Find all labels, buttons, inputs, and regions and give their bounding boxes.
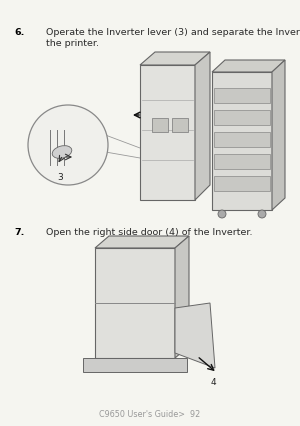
Text: 4: 4	[211, 378, 217, 387]
Polygon shape	[175, 303, 215, 368]
Polygon shape	[272, 60, 285, 210]
Polygon shape	[175, 236, 189, 358]
Circle shape	[28, 105, 108, 185]
Text: Operate the Inverter lever (3) and separate the Inverter from: Operate the Inverter lever (3) and separ…	[46, 28, 300, 37]
Polygon shape	[95, 236, 189, 248]
Text: the printer.: the printer.	[46, 39, 99, 48]
Polygon shape	[195, 52, 210, 200]
Text: 3: 3	[57, 173, 63, 182]
FancyBboxPatch shape	[152, 118, 168, 132]
Circle shape	[258, 210, 266, 218]
Text: C9650 User's Guide>  92: C9650 User's Guide> 92	[99, 410, 201, 419]
Polygon shape	[140, 52, 210, 65]
Circle shape	[218, 210, 226, 218]
FancyBboxPatch shape	[214, 110, 270, 125]
Text: 6.: 6.	[14, 28, 24, 37]
Polygon shape	[140, 65, 195, 200]
FancyBboxPatch shape	[214, 88, 270, 103]
FancyBboxPatch shape	[214, 154, 270, 169]
Ellipse shape	[52, 146, 72, 158]
Polygon shape	[212, 72, 272, 210]
FancyBboxPatch shape	[172, 118, 188, 132]
Text: 7.: 7.	[14, 228, 24, 237]
Polygon shape	[212, 60, 285, 72]
Text: Open the right side door (4) of the Inverter.: Open the right side door (4) of the Inve…	[46, 228, 253, 237]
FancyBboxPatch shape	[214, 176, 270, 191]
Polygon shape	[83, 358, 187, 372]
Polygon shape	[95, 248, 175, 358]
FancyBboxPatch shape	[214, 132, 270, 147]
